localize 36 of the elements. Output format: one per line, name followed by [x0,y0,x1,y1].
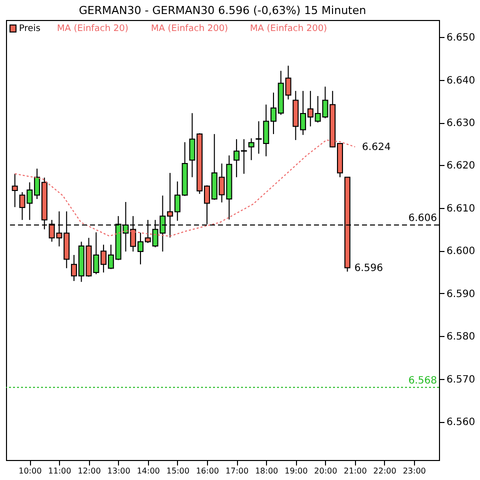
y-tick-label: 6.560 [446,417,476,428]
x-tick-label: 16:00 [196,466,220,476]
legend-label: MA (Einfach 200) [250,24,328,34]
y-tick-label: 6.580 [446,332,476,343]
x-tick-label: 15:00 [166,466,190,476]
y-tick-label: 6.650 [446,32,476,44]
candlestick [12,173,18,208]
x-tick-label: 11:00 [48,466,72,476]
y-tick-label: 6.620 [446,160,476,172]
y-tick-label: 6.630 [446,118,476,130]
x-tick-label: 19:00 [284,466,308,476]
x-tick-label: 20:00 [314,466,338,476]
x-tick-label: 21:00 [344,466,367,476]
y-tick-label: 6.640 [446,75,476,86]
x-tick-label: 18:00 [255,466,278,476]
candlestick [248,138,254,161]
y-tick-label: 6.610 [446,203,476,214]
legend-label: MA (Einfach 200) [151,24,228,34]
y-tick-label: 6.570 [446,374,476,386]
text: MA (Einfach 20) [57,24,128,34]
x-tick-label: 23:00 [402,466,426,476]
x-tick-label: 17:00 [226,466,249,476]
ref-line-label: 6.606 [408,213,437,224]
annotation: 6.596 [354,262,384,274]
x-tick-label: 22:00 [373,466,396,476]
annotation: 6.624 [362,142,391,153]
y-tick-label: 6.590 [446,288,476,300]
chart-title: GERMAN30 - GERMAN30 6.596 (-0,63%) 15 Minuten [78,4,366,17]
line-series [14,140,356,237]
x-tick-label: 10:00 [18,466,42,476]
ref-line-label: 6.568 [408,375,437,386]
x-tick-label: 12:00 [78,466,101,476]
y-tick-label: 6.600 [446,246,476,258]
legend-label: Preis [19,24,41,34]
x-tick-label: 14:00 [136,466,160,476]
x-tick-label: 13:00 [107,466,130,476]
